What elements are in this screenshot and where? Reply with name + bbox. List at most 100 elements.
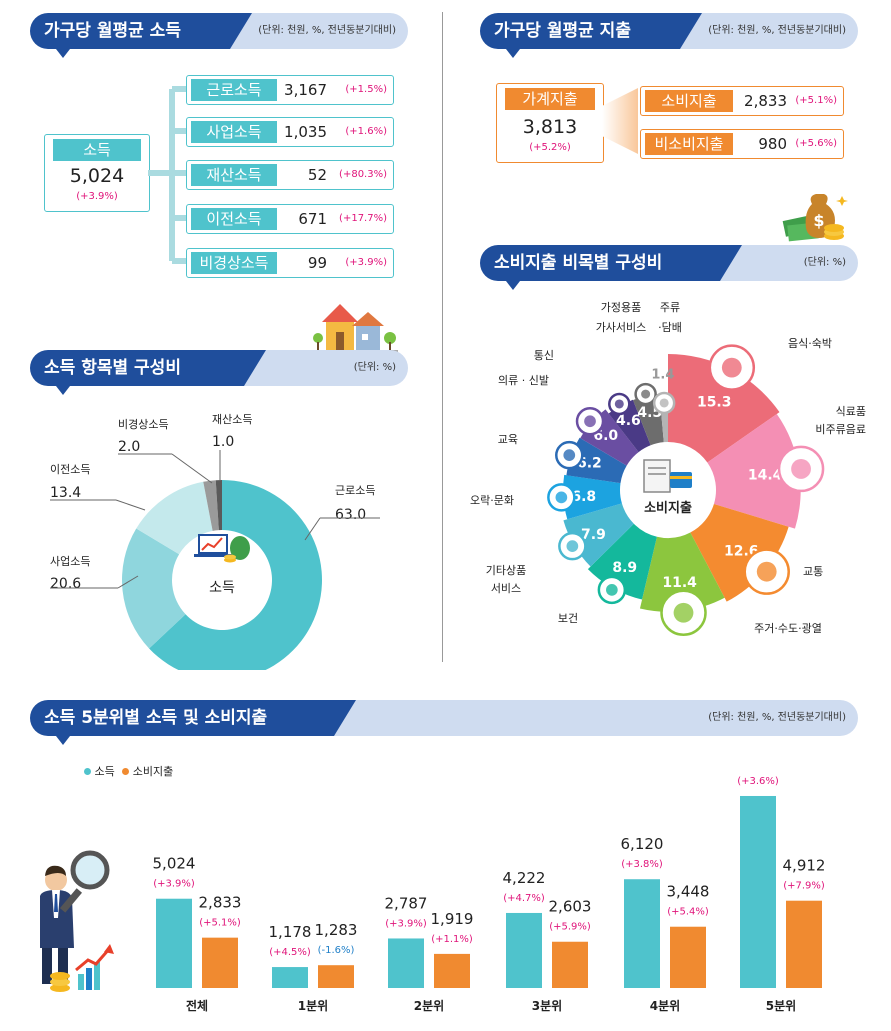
income-item-change: (+3.9%) — [345, 257, 387, 268]
bar-value-label: 4,222 — [503, 869, 546, 887]
spend-item-box: 비소비지출 980 (+5.6%) — [640, 129, 844, 159]
spend-pie-slice — [707, 414, 801, 529]
income-total-label: 소득 — [53, 139, 141, 161]
spend-pie-outer-label: 주류 — [660, 301, 680, 314]
spend-pie-slice — [668, 354, 780, 463]
spend-header-title: 가구당 월평균 지출 — [480, 13, 702, 49]
spend-bar — [786, 900, 822, 988]
spend-pie-outer-label: 서비스 — [491, 582, 521, 595]
bar-category-label: 4분위 — [650, 999, 680, 1013]
bar-value-label: 2,833 — [199, 894, 242, 912]
spend-pie-outer-label: 의류 · 신발 — [498, 374, 549, 387]
spend-total-value: 3,813 — [522, 116, 578, 138]
income-connectors — [148, 86, 186, 264]
spend-pie-slice-value: 7.9 — [581, 527, 606, 543]
spend-pie-slice-value: 14.4 — [748, 468, 783, 484]
spend-item-value: 2,833 — [744, 92, 787, 110]
spend-pie-header: 소비지출 비목별 구성비 (단위: %) — [480, 245, 858, 290]
bar-change-label: (+5.1%) — [199, 918, 241, 929]
income-pie-slice-name: 비경상소득 — [118, 418, 169, 431]
spend-bar — [318, 965, 354, 988]
bar-change-label: (+4.5%) — [269, 947, 311, 958]
income-item-value: 671 — [298, 210, 327, 228]
income-bar — [740, 795, 776, 988]
income-pie-slice-value: 1.0 — [212, 434, 234, 450]
spend-pie-outer-label: 비주류음료 — [815, 423, 866, 436]
spend-pie-slice-value: 8.9 — [612, 560, 637, 576]
spend-total-change: (+5.2%) — [529, 142, 571, 153]
bar-category-label: 1분위 — [298, 999, 328, 1013]
income-header-title: 가구당 월평균 소득 — [30, 13, 252, 49]
spend-header-unit: (단위: 천원, %, 전년동분기대비) — [708, 25, 846, 36]
income-item-change: (+17.7%) — [339, 213, 387, 224]
income-item-box: 근로소득 3,167 (+1.5%) — [186, 75, 394, 105]
spend-pie-slice-value: 6.0 — [593, 428, 618, 444]
spend-item-label: 비소비지출 — [645, 133, 733, 155]
income-pie-slice — [122, 528, 186, 649]
laptop-money-icon — [194, 534, 250, 563]
income-pie-slice — [203, 480, 219, 531]
businessman-magnifier-icon — [40, 850, 114, 992]
spend-pie-outer-label: 보건 — [558, 612, 578, 625]
bar-value-label: 1,178 — [269, 923, 312, 941]
quintile-header-title: 소득 5분위별 소득 및 소비지출 — [30, 700, 356, 736]
spend-bar — [552, 941, 588, 988]
spend-pie-slice-value: 11.4 — [662, 575, 697, 591]
income-item-label: 비경상소득 — [191, 252, 277, 274]
quintile-header-unit: (단위: 천원, %, 전년동분기대비) — [708, 712, 846, 723]
bar-category-label: 2분위 — [414, 999, 444, 1013]
spend-pie-outer-label: 가정용품 — [601, 301, 641, 314]
house-icon — [310, 304, 398, 352]
income-pie-slice-name: 재산소득 — [212, 413, 252, 426]
spend-pie-slice-value: 4.6 — [616, 413, 641, 429]
spend-pie-slice-value: 6.8 — [571, 489, 596, 505]
income-pie-slice-value: 13.4 — [50, 485, 81, 501]
income-pie-title: 소득 항목별 구성비 — [30, 350, 266, 386]
income-pie-slice — [136, 481, 213, 555]
spend-total-label: 가계지출 — [505, 88, 595, 110]
spend-item-box: 소비지출 2,833 (+5.1%) — [640, 86, 844, 116]
spend-pie-slice-value: 1.4 — [651, 368, 674, 383]
income-item-label: 재산소득 — [191, 164, 277, 186]
bar-change-label: (-1.6%) — [318, 945, 355, 956]
bar-value-label: 5,024 — [153, 855, 196, 873]
spend-item-label: 소비지출 — [645, 90, 733, 112]
spend-bar — [202, 937, 238, 988]
legend-income: 소득 — [84, 765, 115, 778]
bar-change-label: (+3.8%) — [621, 859, 663, 870]
spend-total-box: 가계지출 3,813 (+5.2%) — [496, 83, 604, 163]
income-item-change: (+1.5%) — [345, 84, 387, 95]
spend-pie-outer-label: 교육 — [498, 433, 518, 446]
income-pie-center-label: 소득 — [209, 580, 235, 596]
bar-value-label: 3,448 — [667, 883, 710, 901]
spend-pie-outer-label: 식료품 — [836, 405, 866, 418]
bar-value-label: 4,912 — [783, 857, 826, 875]
income-pie-chart: 소득 근로소득 63.0 사업소득 20.6 이전소득 13.4 비경상소득 2.0 재산소득 1.… — [50, 413, 380, 670]
bar-category-label: 3분위 — [532, 999, 562, 1013]
spend-pie-center-label: 소비지출 — [644, 500, 692, 516]
spend-item-value: 980 — [758, 135, 787, 153]
spend-pie-unit: (단위: %) — [803, 257, 846, 268]
income-pie-slice — [215, 480, 222, 531]
quintile-header: 소득 5분위별 소득 및 소비지출 (단위: 천원, %, 전년동분기대비) — [30, 700, 858, 745]
spend-pie-outer-label: 오락·문화 — [470, 494, 514, 507]
spend-pie-title: 소비지출 비목별 구성비 — [480, 245, 742, 281]
spend-pie-outer-label: ·담배 — [658, 321, 682, 334]
spend-header: 가구당 월평균 지출 (단위: 천원, %, 전년동분기대비) — [480, 13, 858, 58]
income-bar — [506, 912, 542, 988]
bar-change-label: (+4.7%) — [503, 893, 545, 904]
income-total-value: 5,024 — [69, 165, 125, 187]
income-pie-slice — [149, 480, 322, 670]
income-item-label: 사업소득 — [191, 121, 277, 143]
bar-value-label: 1,283 — [315, 921, 358, 939]
bar-value-label: 2,787 — [385, 894, 428, 912]
income-pie-slice-name: 사업소득 — [50, 555, 90, 568]
svg-text:$: $ — [813, 211, 824, 230]
money-bag-icon: $ — [782, 194, 848, 242]
spend-pie-slice — [660, 404, 668, 443]
bar-change-label: (+3.9%) — [385, 918, 427, 929]
bar-category-label: 5분위 — [766, 999, 796, 1013]
income-item-box: 재산소득 52 (+80.3%) — [186, 160, 394, 190]
spend-pie-slice — [639, 532, 725, 612]
bar-value-label: 1,919 — [431, 910, 474, 928]
